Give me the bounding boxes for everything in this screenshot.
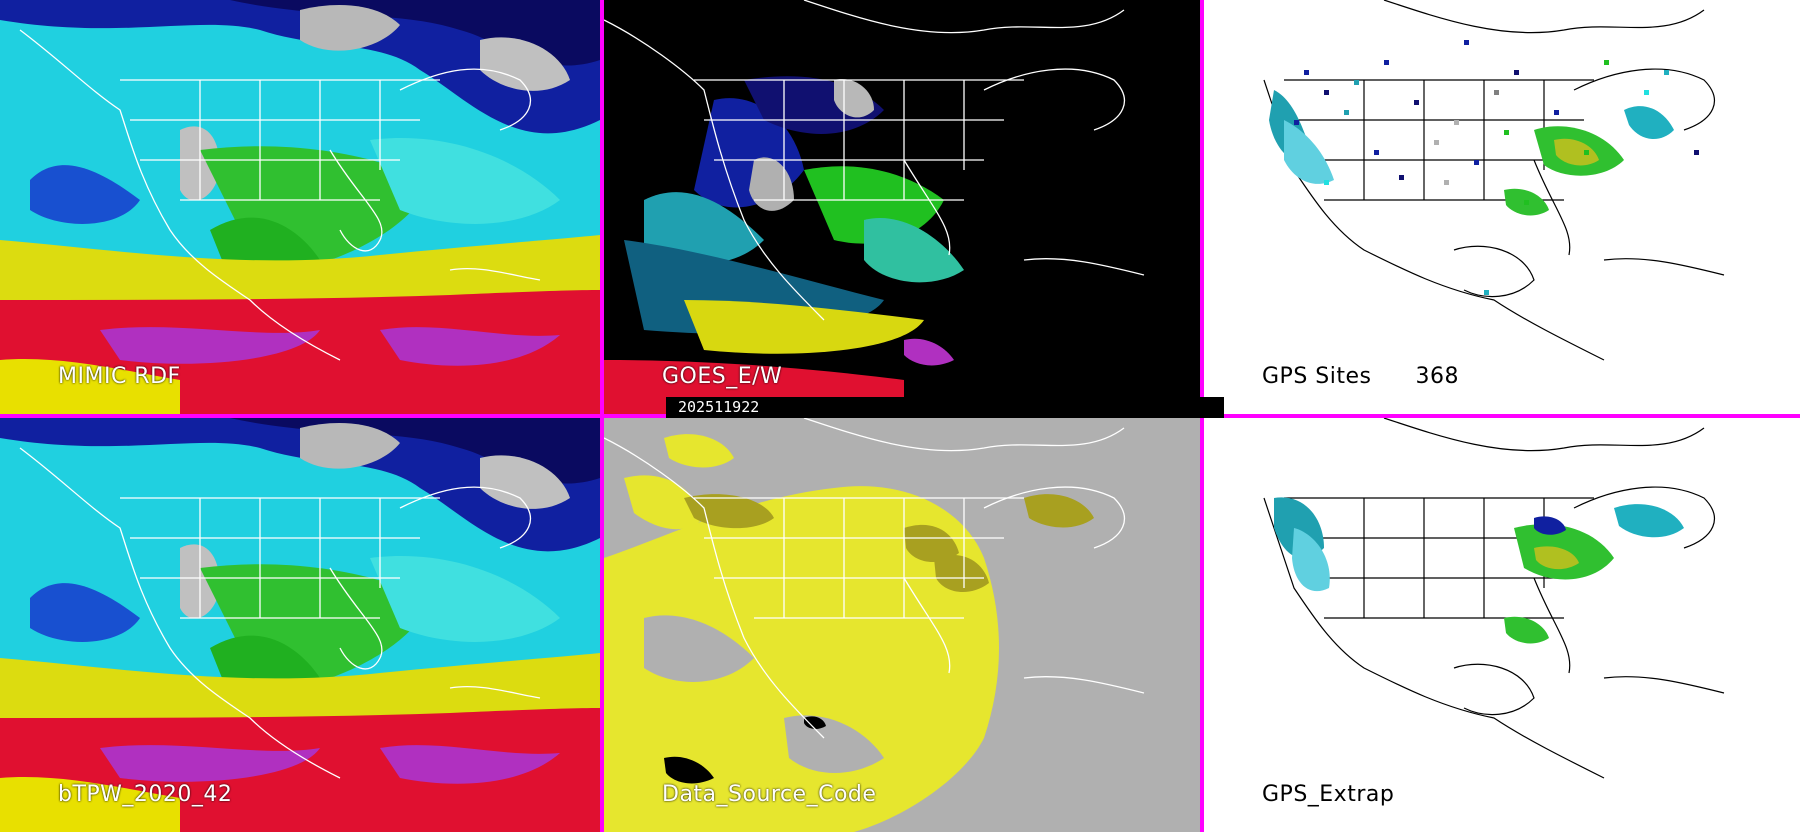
mimic-rdf-map [0,0,600,414]
panel-data-source-code: Data_Source_Code [604,418,1200,832]
btpw-map [0,418,600,832]
panel-label-btpw: bTPW_2020_42 [58,782,233,807]
panel-btpw: bTPW_2020_42 [0,418,600,832]
gps-extrap-map [1204,418,1800,832]
panel-gps-sites: GPS Sites 368 [1204,0,1800,414]
panel-label-goes-ew: GOES_E/W [662,364,783,389]
panel-label-gps-sites: GPS Sites 368 [1262,364,1459,389]
panel-label-data-source-code: Data_Source_Code [662,782,877,807]
panel-mimic-rdf: MIMIC RDF [0,0,600,414]
panel-gps-extrap: GPS_Extrap [1204,418,1800,832]
panel-label-gps-extrap: GPS_Extrap [1262,782,1395,807]
goes-ew-map [604,0,1200,414]
gps-sites-count: 368 [1415,364,1459,389]
timestamp-bar: 202511922 [666,397,1224,418]
panel-label-mimic-rdf: MIMIC RDF [58,364,181,389]
data-source-code-map [604,418,1200,832]
gps-site-markers [1294,40,1699,295]
panel-goes-ew: GOES_E/W [604,0,1200,414]
gps-sites-map [1204,0,1800,414]
